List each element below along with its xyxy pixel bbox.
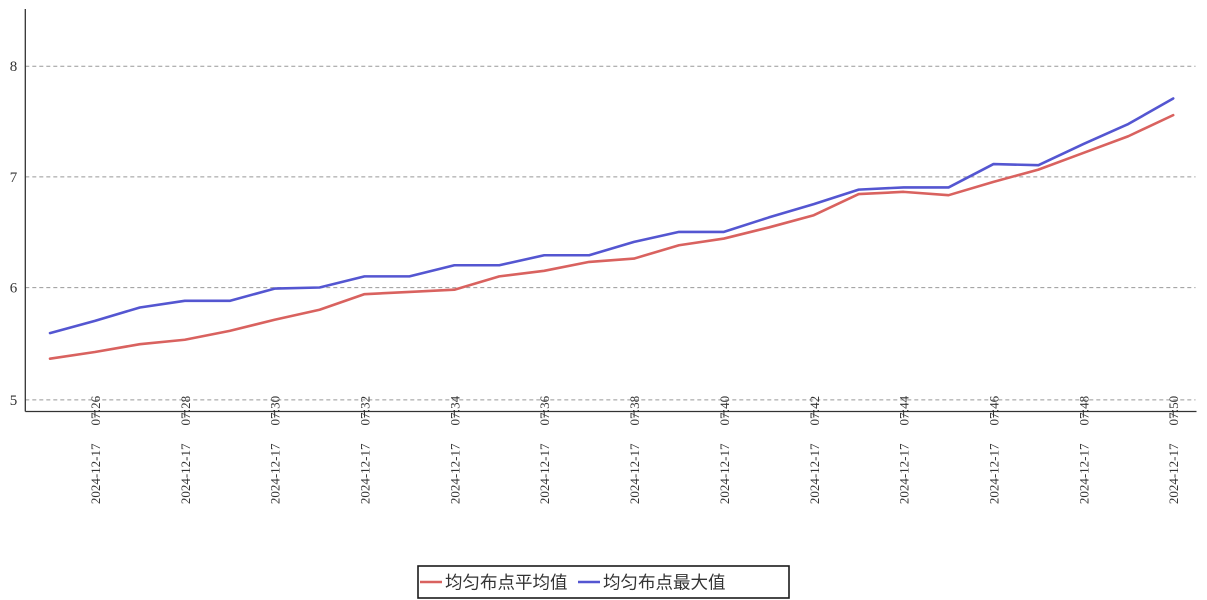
- svg-text:均匀布点平均值: 均匀布点平均值: [445, 573, 568, 593]
- svg-text:07:32: 07:32: [358, 396, 373, 426]
- svg-text:2024-12-17: 2024-12-17: [897, 443, 912, 504]
- svg-text:2024-12-17: 2024-12-17: [807, 443, 822, 504]
- svg-text:07:42: 07:42: [807, 396, 822, 426]
- svg-text:7: 7: [10, 170, 18, 186]
- svg-text:07:48: 07:48: [1076, 396, 1091, 426]
- svg-text:2024-12-17: 2024-12-17: [627, 443, 642, 504]
- svg-text:07:26: 07:26: [88, 395, 103, 425]
- svg-text:07:38: 07:38: [627, 396, 642, 426]
- svg-text:07:40: 07:40: [717, 396, 732, 426]
- svg-text:07:50: 07:50: [1166, 396, 1181, 426]
- svg-text:8: 8: [10, 59, 18, 75]
- svg-text:2024-12-17: 2024-12-17: [178, 443, 193, 504]
- svg-text:07:46: 07:46: [986, 395, 1001, 425]
- svg-text:2024-12-17: 2024-12-17: [447, 443, 462, 504]
- svg-text:5: 5: [10, 393, 18, 409]
- svg-text:2024-12-17: 2024-12-17: [88, 443, 103, 504]
- svg-text:2024-12-17: 2024-12-17: [1166, 443, 1181, 504]
- svg-text:2024-12-17: 2024-12-17: [1076, 443, 1091, 504]
- svg-text:07:44: 07:44: [897, 395, 912, 425]
- svg-text:2024-12-17: 2024-12-17: [268, 443, 283, 504]
- svg-text:07:28: 07:28: [178, 396, 193, 426]
- svg-text:2024-12-17: 2024-12-17: [358, 443, 373, 504]
- svg-text:2024-12-17: 2024-12-17: [537, 443, 552, 504]
- svg-text:均匀布点最大值: 均匀布点最大值: [603, 573, 726, 593]
- svg-text:2024-12-17: 2024-12-17: [986, 443, 1001, 504]
- svg-text:6: 6: [10, 281, 18, 297]
- svg-text:07:30: 07:30: [268, 396, 283, 426]
- svg-text:07:34: 07:34: [447, 395, 462, 425]
- svg-text:2024-12-17: 2024-12-17: [717, 443, 732, 504]
- svg-text:07:36: 07:36: [537, 395, 552, 425]
